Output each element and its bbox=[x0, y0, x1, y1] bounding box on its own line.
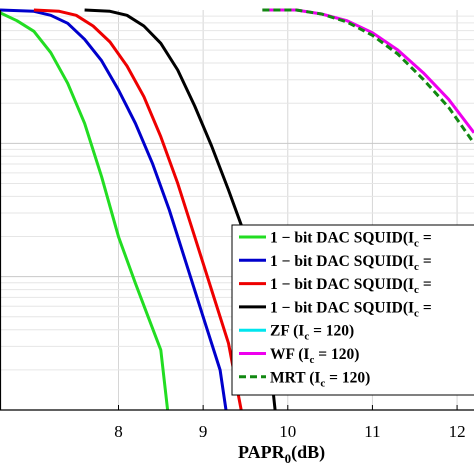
series-line-3 bbox=[33, 8, 243, 411]
legend: 1 − bit DAC SQUID(Ic = 1 − bit DAC SQUID(… bbox=[231, 224, 474, 396]
legend-label-7: MRT (Ic = 120) bbox=[270, 369, 370, 389]
x-tick-labels: 8 9 10 11 12 bbox=[114, 422, 465, 441]
series-lines bbox=[0, 8, 474, 411]
series-line-6 bbox=[262, 8, 474, 134]
x-tick-label: 9 bbox=[199, 422, 208, 441]
x-tick-label: 8 bbox=[114, 422, 123, 441]
legend-label-2: 1 − bit DAC SQUID(Ic = bbox=[270, 253, 432, 273]
axes bbox=[0, 10, 474, 411]
legend-box bbox=[231, 224, 474, 396]
legend-label-4: 1 − bit DAC SQUID(Ic = bbox=[270, 299, 432, 319]
x-tick-label: 10 bbox=[279, 422, 296, 441]
series-line-7 bbox=[262, 8, 474, 145]
legend-label-6: WF (Ic = 120) bbox=[270, 346, 359, 366]
series-line-2 bbox=[0, 8, 228, 411]
x-axis-label-unit: (dB) bbox=[291, 442, 325, 463]
x-tick-label: 12 bbox=[449, 422, 466, 441]
legend-label-5: ZF (Ic = 120) bbox=[270, 323, 354, 343]
legend-label-1: 1 − bit DAC SQUID(Ic = bbox=[270, 230, 432, 250]
x-axis-label-subscript: 0 bbox=[285, 451, 292, 466]
x-tick-label: 11 bbox=[364, 422, 380, 441]
x-axis-label: PAPR0(dB) bbox=[238, 442, 325, 466]
series-line-1 bbox=[0, 11, 170, 411]
x-axis-label-main: PAPR bbox=[238, 442, 286, 462]
legend-label-3: 1 − bit DAC SQUID(Ic = bbox=[270, 276, 432, 296]
